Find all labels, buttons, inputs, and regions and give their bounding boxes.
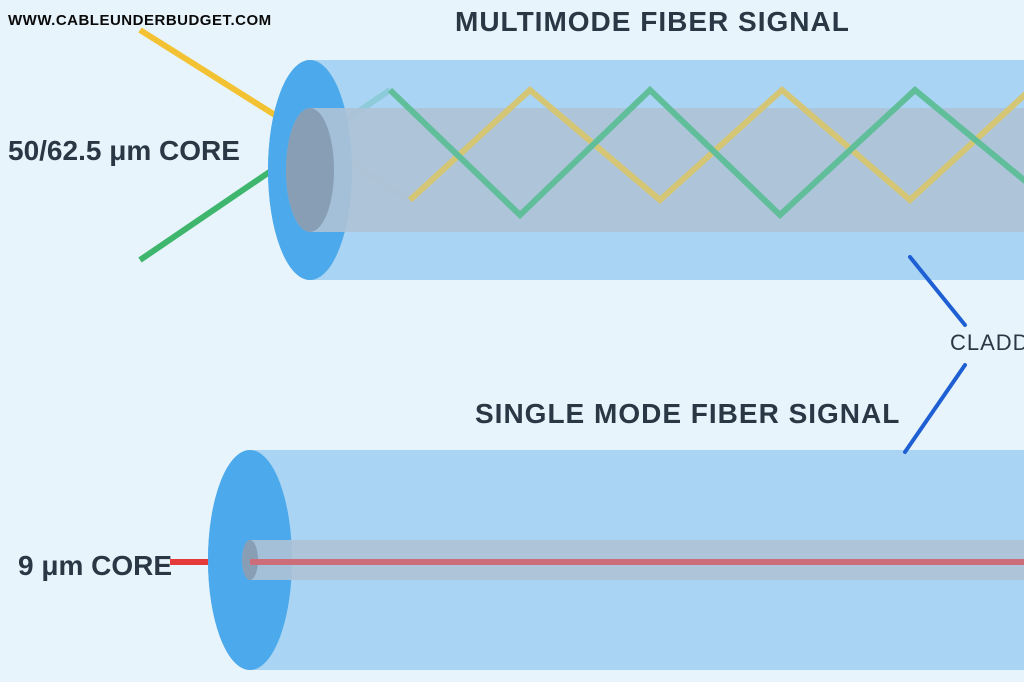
- fiber-diagram: [0, 0, 1024, 682]
